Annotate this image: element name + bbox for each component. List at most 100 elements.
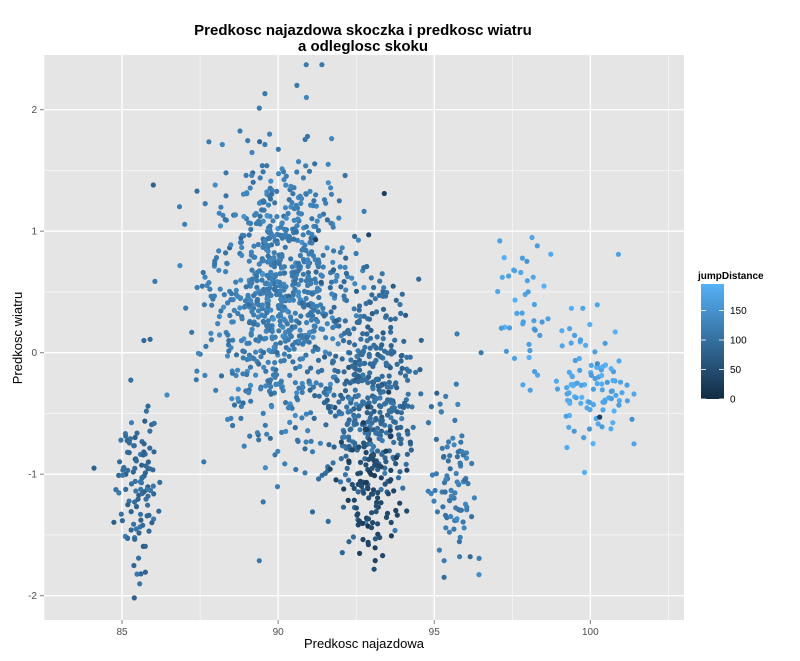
data-point bbox=[156, 508, 162, 514]
data-point bbox=[353, 313, 359, 319]
data-point bbox=[250, 179, 256, 185]
data-point bbox=[326, 442, 332, 448]
data-point bbox=[355, 522, 361, 528]
data-point bbox=[377, 409, 383, 415]
data-point bbox=[124, 449, 131, 455]
data-point bbox=[182, 221, 188, 227]
data-point bbox=[251, 243, 257, 249]
data-point bbox=[360, 331, 366, 337]
data-point bbox=[320, 264, 326, 270]
data-point bbox=[117, 459, 123, 465]
data-point bbox=[624, 382, 630, 388]
data-point bbox=[138, 480, 145, 486]
data-point bbox=[305, 230, 312, 236]
data-point bbox=[269, 404, 275, 410]
data-point bbox=[311, 415, 317, 421]
data-point bbox=[128, 377, 134, 383]
data-point bbox=[281, 316, 287, 322]
data-point bbox=[121, 464, 127, 471]
data-point bbox=[527, 387, 533, 393]
data-point bbox=[275, 313, 281, 319]
data-point bbox=[499, 274, 505, 280]
data-point bbox=[454, 516, 460, 522]
data-point bbox=[327, 409, 334, 415]
data-point bbox=[366, 456, 372, 462]
data-point bbox=[321, 197, 328, 203]
data-point bbox=[581, 435, 587, 441]
data-point bbox=[390, 283, 396, 289]
data-point bbox=[338, 439, 344, 445]
data-point bbox=[526, 341, 532, 347]
data-point bbox=[305, 263, 311, 269]
data-point bbox=[330, 460, 336, 466]
data-point bbox=[362, 344, 368, 350]
data-point bbox=[221, 292, 227, 298]
legend-tick-label: 0 bbox=[730, 395, 736, 406]
data-point bbox=[531, 318, 537, 324]
data-point bbox=[372, 296, 378, 302]
data-point bbox=[351, 306, 357, 312]
data-point bbox=[315, 257, 321, 263]
data-point bbox=[293, 394, 300, 400]
data-point bbox=[361, 284, 367, 291]
data-point bbox=[432, 487, 438, 494]
data-point bbox=[143, 463, 149, 469]
data-point bbox=[310, 313, 316, 319]
data-point bbox=[309, 216, 315, 222]
data-point bbox=[308, 317, 314, 323]
data-point bbox=[409, 404, 415, 410]
data-point bbox=[125, 467, 131, 473]
data-point bbox=[131, 443, 137, 449]
data-point bbox=[444, 444, 450, 450]
data-point bbox=[259, 163, 265, 169]
data-point bbox=[341, 279, 347, 285]
data-point bbox=[131, 521, 137, 527]
data-point bbox=[391, 419, 397, 425]
data-point bbox=[428, 404, 434, 410]
data-point bbox=[294, 82, 300, 88]
data-point bbox=[319, 367, 325, 373]
data-point bbox=[361, 440, 367, 446]
data-point bbox=[308, 438, 314, 444]
data-point bbox=[383, 400, 389, 406]
y-tick-label: 0 bbox=[31, 348, 37, 359]
data-point bbox=[356, 319, 362, 325]
data-point bbox=[298, 196, 305, 202]
data-point bbox=[274, 241, 280, 247]
data-point bbox=[152, 278, 158, 284]
data-point bbox=[272, 360, 278, 366]
data-point bbox=[442, 489, 448, 495]
data-point bbox=[272, 260, 278, 266]
data-point bbox=[352, 359, 358, 365]
data-point bbox=[279, 252, 285, 258]
data-point bbox=[272, 287, 278, 293]
data-point bbox=[321, 313, 327, 319]
data-point bbox=[317, 440, 323, 446]
data-point bbox=[318, 382, 324, 388]
data-point bbox=[303, 247, 309, 254]
data-point bbox=[578, 400, 584, 406]
data-point bbox=[610, 420, 616, 426]
data-point bbox=[147, 445, 153, 451]
data-point bbox=[315, 357, 322, 363]
data-point bbox=[358, 403, 364, 409]
data-point bbox=[343, 287, 349, 293]
data-point bbox=[577, 367, 583, 373]
data-point bbox=[141, 441, 147, 447]
data-point bbox=[353, 250, 359, 257]
data-point bbox=[337, 479, 344, 485]
data-point bbox=[224, 260, 230, 266]
data-point bbox=[594, 302, 600, 308]
data-point bbox=[357, 550, 363, 557]
data-point bbox=[303, 439, 309, 445]
data-point bbox=[259, 207, 265, 213]
data-point bbox=[272, 371, 278, 377]
data-point bbox=[243, 172, 249, 178]
data-point bbox=[212, 182, 218, 188]
data-point bbox=[590, 386, 597, 392]
data-point bbox=[299, 415, 305, 421]
data-point bbox=[258, 386, 264, 392]
data-point bbox=[253, 372, 259, 378]
data-point bbox=[391, 349, 397, 355]
data-point bbox=[295, 260, 301, 266]
